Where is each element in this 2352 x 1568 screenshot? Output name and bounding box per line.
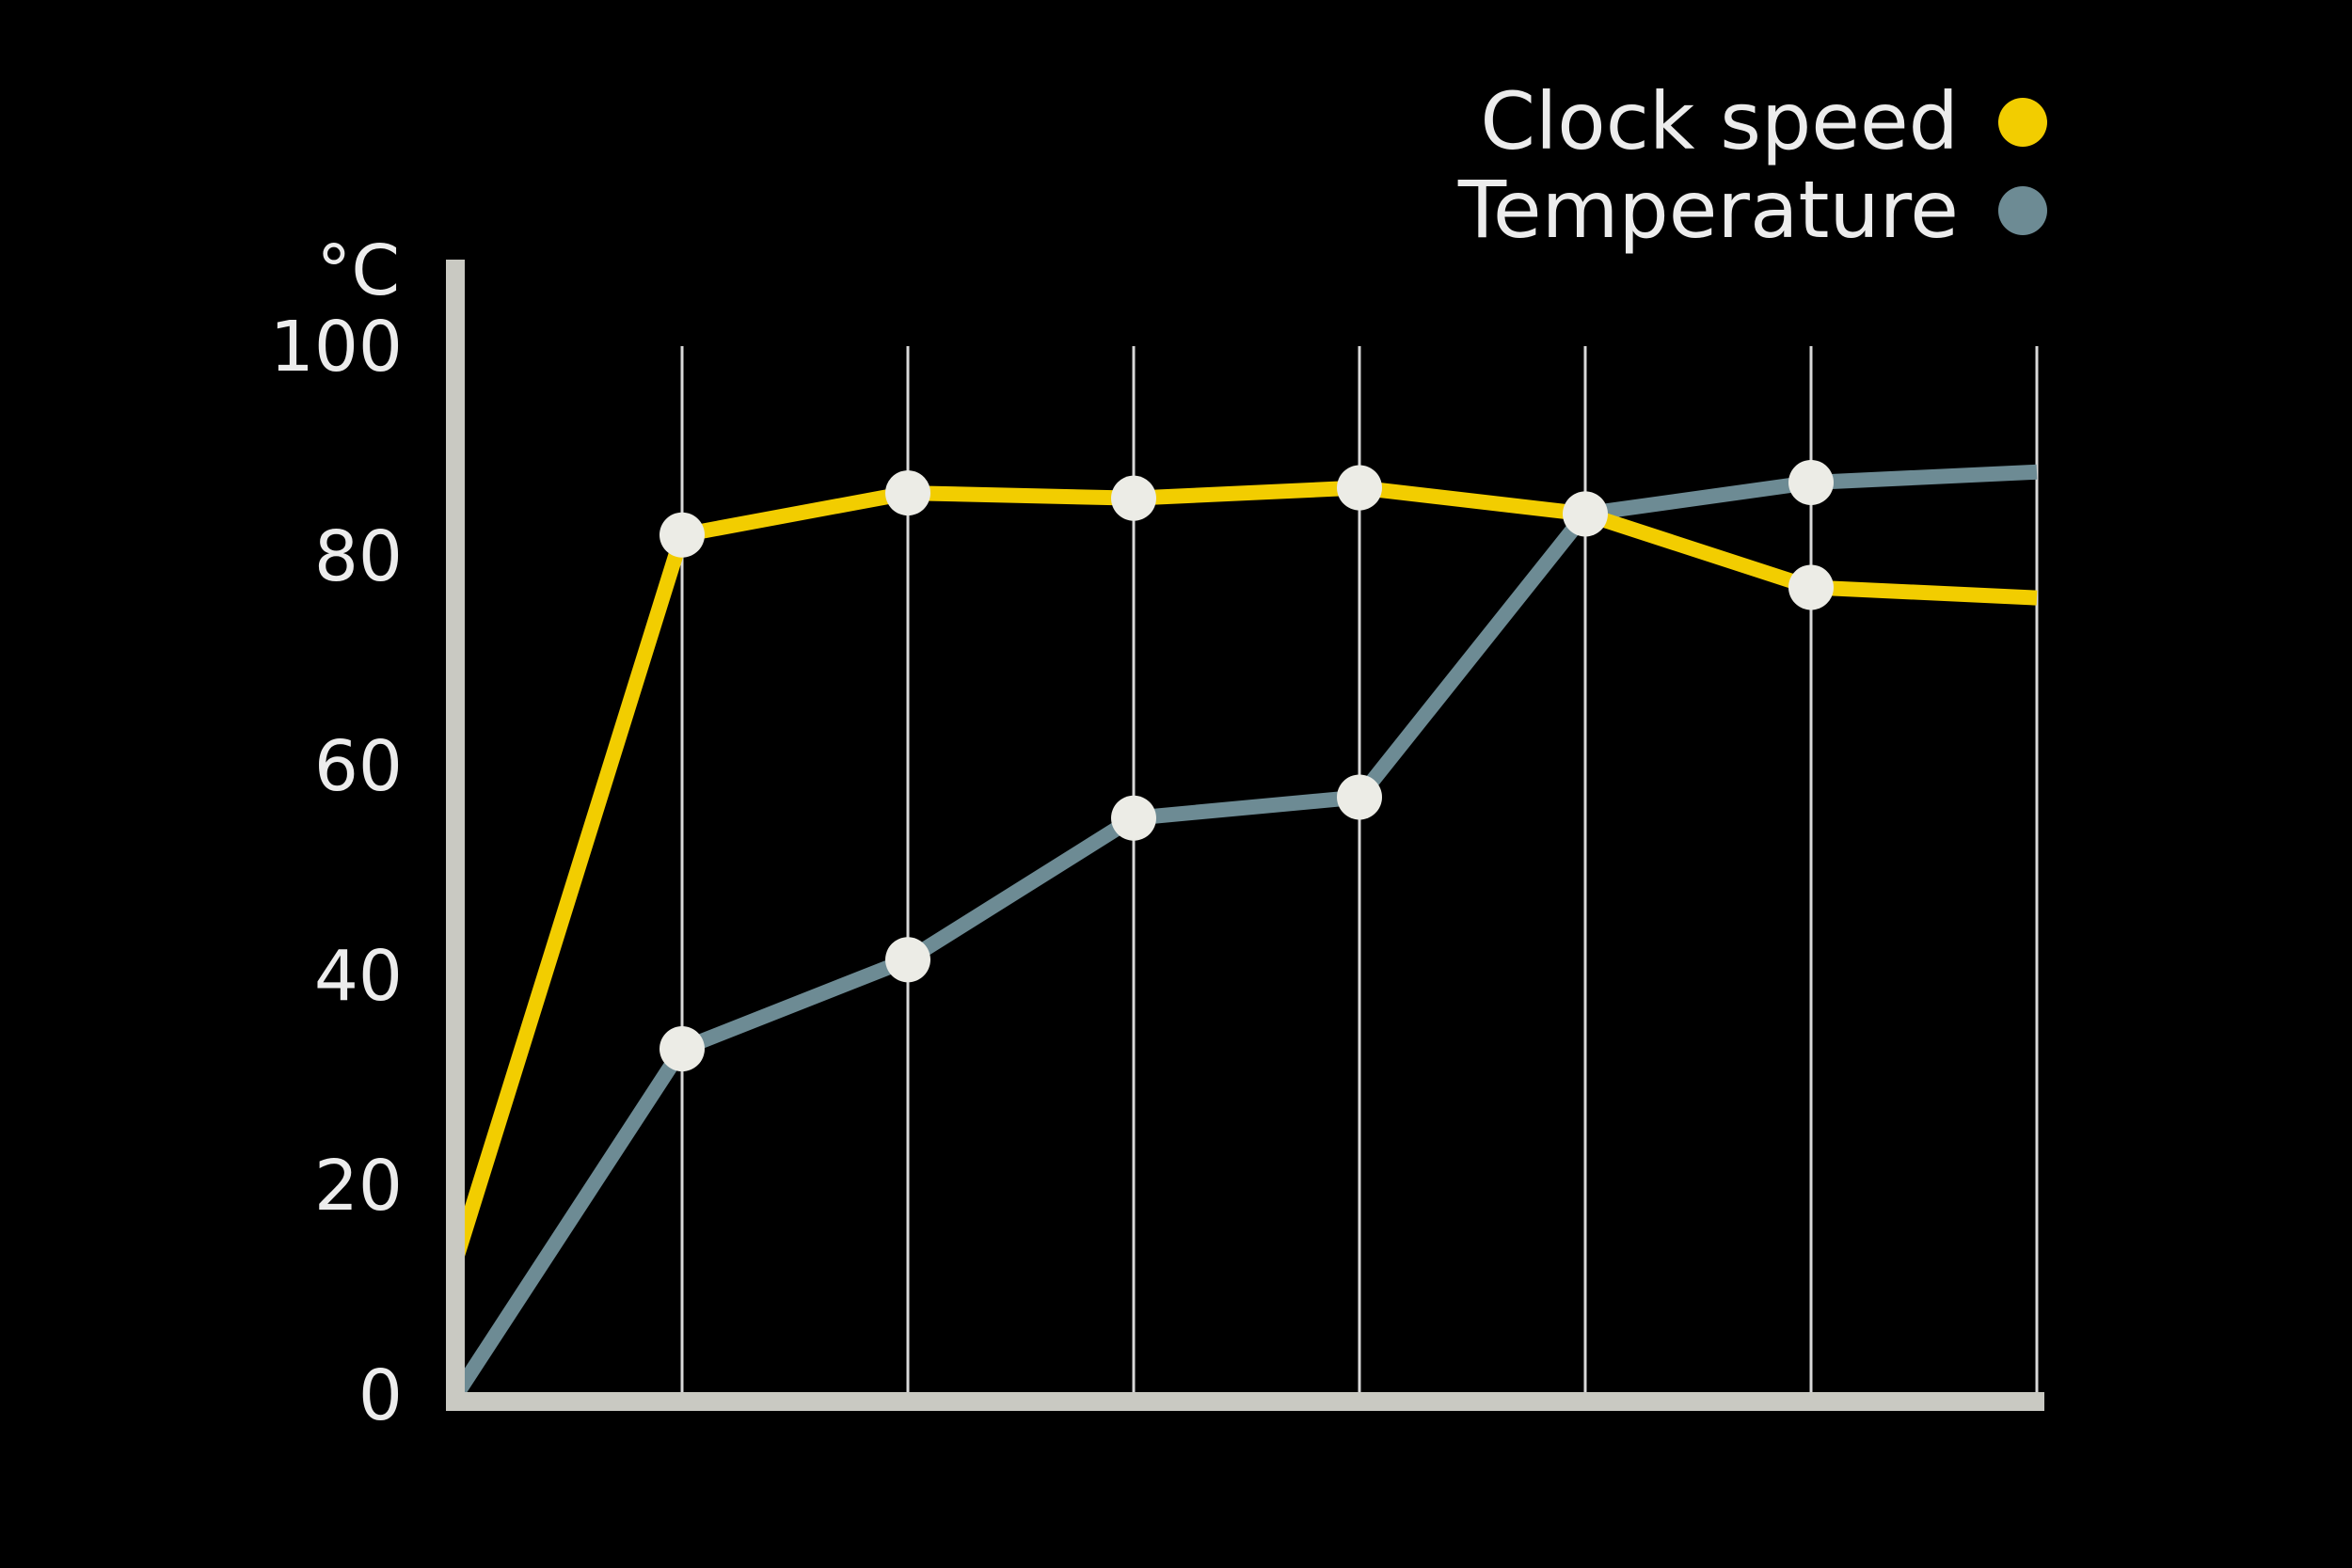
legend-swatch bbox=[1998, 186, 2047, 235]
y-tick-label: 20 bbox=[314, 1146, 403, 1227]
y-tick-label: 80 bbox=[314, 516, 403, 597]
legend-label: Temperature bbox=[1457, 164, 1959, 256]
data-point-marker bbox=[1788, 564, 1834, 610]
legend-swatch bbox=[1998, 98, 2047, 147]
y-tick-label: 0 bbox=[358, 1355, 403, 1436]
data-point-marker bbox=[1111, 475, 1156, 521]
legend-item-clock-speed: Clock speed bbox=[1480, 75, 2047, 167]
legend-label: Clock speed bbox=[1480, 75, 1959, 167]
data-point-marker bbox=[1111, 795, 1156, 841]
y-tick-labels: 0 20 40 60 80 100 bbox=[270, 307, 403, 1436]
data-point-marker bbox=[885, 937, 930, 983]
y-axis-unit-label: °C bbox=[316, 230, 400, 311]
series-lines bbox=[449, 464, 2038, 1400]
series-line-temperature bbox=[450, 464, 2038, 1400]
y-tick-label: 60 bbox=[314, 726, 403, 807]
y-tick-label: 40 bbox=[314, 936, 403, 1017]
legend-item-temperature: Temperature bbox=[1457, 164, 2047, 256]
series-line-clock-speed bbox=[449, 480, 2038, 1261]
data-point-marker bbox=[1337, 465, 1382, 511]
data-point-marker bbox=[1563, 491, 1608, 537]
data-point-marker bbox=[885, 470, 930, 516]
data-point-marker bbox=[1788, 459, 1834, 505]
data-point-marker bbox=[1337, 774, 1382, 820]
y-tick-label: 100 bbox=[270, 307, 403, 388]
data-point-marker bbox=[660, 512, 705, 558]
data-point-markers bbox=[660, 459, 1834, 1072]
axes bbox=[446, 260, 2044, 1411]
data-point-marker bbox=[660, 1026, 705, 1072]
